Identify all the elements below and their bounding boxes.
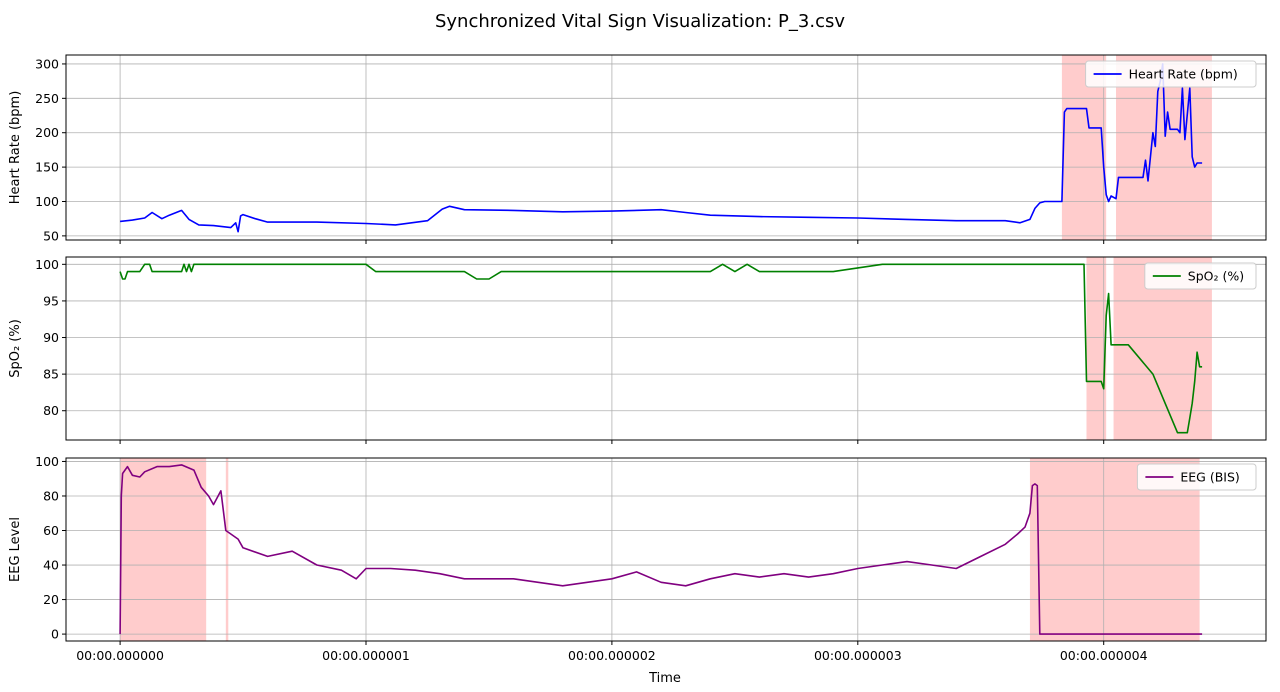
eeg-legend-label: EEG (BIS) [1180, 470, 1239, 485]
hr-ytick-label: 100 [35, 194, 59, 209]
xtick-label: 00:00.000004 [1060, 648, 1148, 663]
eeg-highlight-span [120, 458, 207, 641]
hr-ytick-label: 300 [35, 56, 59, 71]
eeg-ytick-label: 80 [43, 488, 59, 503]
eeg-axes-frame [65, 457, 1267, 642]
hr-axes-frame [65, 54, 1267, 241]
hr-series-line [120, 63, 1203, 233]
xtick-label: 00:00.000003 [814, 648, 902, 663]
xtick-label: 00:00.000002 [568, 648, 656, 663]
heart-rate-panel: 50 100 150 200 250 300 Heart Rate (bpm) Heart R… [8, 54, 1267, 244]
eeg-y-axis-label: EEG Level [8, 517, 23, 582]
x-axis-label: Time [648, 671, 681, 686]
eeg-ytick-label: 20 [43, 592, 59, 607]
spo2-legend-label: SpO₂ (%) [1188, 269, 1244, 284]
hr-legend-box [1085, 60, 1257, 88]
spo2-ytick-label: 80 [43, 403, 59, 418]
eeg-series-line [119, 464, 1203, 635]
xtick-label: 00:00.000001 [322, 648, 410, 663]
eeg-legend-box [1136, 463, 1257, 491]
spo2-ytick-label: 100 [35, 257, 59, 272]
hr-ytick-label: 250 [35, 91, 59, 106]
hr-y-axis-label: Heart Rate (bpm) [8, 91, 23, 205]
spo2-panel: 80 85 90 95 100 SpO₂ (%) SpO₂ (%) [8, 256, 1267, 444]
eeg-highlight-span [225, 458, 229, 641]
eeg-ytick-label: 40 [43, 558, 59, 573]
eeg-ytick-label: 100 [35, 454, 59, 469]
figure-title: Synchronized Vital Sign Visualization: P… [434, 11, 846, 32]
spo2-ytick-label: 95 [43, 293, 59, 308]
spo2-ytick-label: 90 [43, 330, 59, 345]
hr-legend-label: Heart Rate (bpm) [1129, 67, 1238, 82]
spo2-series-line [119, 263, 1203, 434]
hr-ytick-label: 150 [35, 160, 59, 175]
eeg-ytick-label: 0 [51, 627, 59, 642]
xtick-label: 00:00.000000 [76, 648, 164, 663]
spo2-legend-box [1144, 262, 1257, 290]
hr-ytick-label: 200 [35, 125, 59, 140]
spo2-y-axis-label: SpO₂ (%) [8, 319, 23, 378]
eeg-ytick-label: 60 [43, 523, 59, 538]
spo2-highlight-span [1086, 257, 1107, 440]
spo2-ytick-label: 85 [43, 367, 59, 382]
eeg-panel: 0 20 40 60 80 100 00:00.000000 00:00.000001 00:0… [8, 454, 1267, 663]
hr-ytick-label: 50 [43, 228, 59, 243]
spo2-axes-frame [65, 256, 1267, 441]
